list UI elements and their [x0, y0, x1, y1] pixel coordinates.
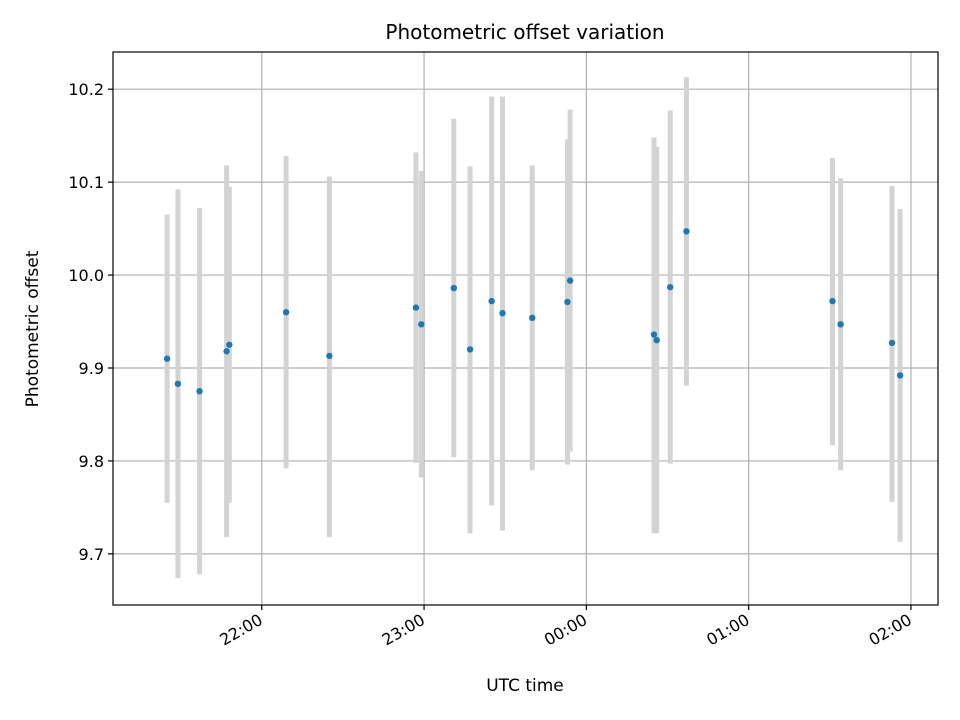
y-tick-label: 9.7 [79, 545, 104, 564]
data-point [163, 355, 171, 362]
data-point [196, 388, 203, 395]
y-tick-label: 10.2 [68, 80, 104, 99]
data-point [529, 314, 536, 322]
y-tick-label: 9.9 [79, 359, 104, 378]
data-point [650, 331, 658, 338]
data-point [412, 304, 420, 311]
data-point [174, 380, 182, 387]
x-tick-label: 00:00 [541, 610, 590, 650]
x-tick-label: 01:00 [703, 610, 752, 650]
data-point [488, 297, 495, 305]
data-point [653, 336, 660, 344]
data-point [223, 348, 230, 355]
x-axis-ticks: 22:00 23:00 00:00 01:00 02:00 [216, 605, 915, 650]
data-point [326, 352, 333, 360]
data-point [564, 298, 571, 306]
data-point [667, 283, 674, 291]
data-points [163, 228, 904, 395]
plot-frame [112, 51, 939, 606]
data-point [226, 341, 233, 348]
y-axis-ticks: 9.7 9.8 9.9 10.0 10.1 10.2 [68, 80, 113, 564]
x-tick-label: 22:00 [216, 610, 265, 650]
y-tick-label: 10.0 [68, 266, 104, 285]
data-point [499, 309, 506, 317]
x-tick-label: 23:00 [379, 610, 428, 650]
data-point [896, 372, 904, 379]
grid [113, 52, 938, 605]
errorbars [164, 77, 903, 579]
y-axis-label: Photometric offset [23, 250, 43, 407]
x-tick-label: 02:00 [866, 610, 915, 650]
data-point [837, 321, 844, 328]
y-tick-label: 9.8 [79, 452, 104, 471]
data-point [683, 228, 690, 235]
x-axis-label: UTC time [486, 676, 564, 696]
data-point [450, 284, 458, 292]
data-point [829, 297, 836, 305]
data-point [282, 309, 290, 316]
y-tick-label: 10.1 [68, 173, 104, 192]
data-point [888, 339, 896, 347]
chart-title: Photometric offset variation [385, 20, 664, 44]
data-point [418, 321, 425, 328]
data-point [566, 277, 574, 284]
data-point [466, 346, 474, 353]
